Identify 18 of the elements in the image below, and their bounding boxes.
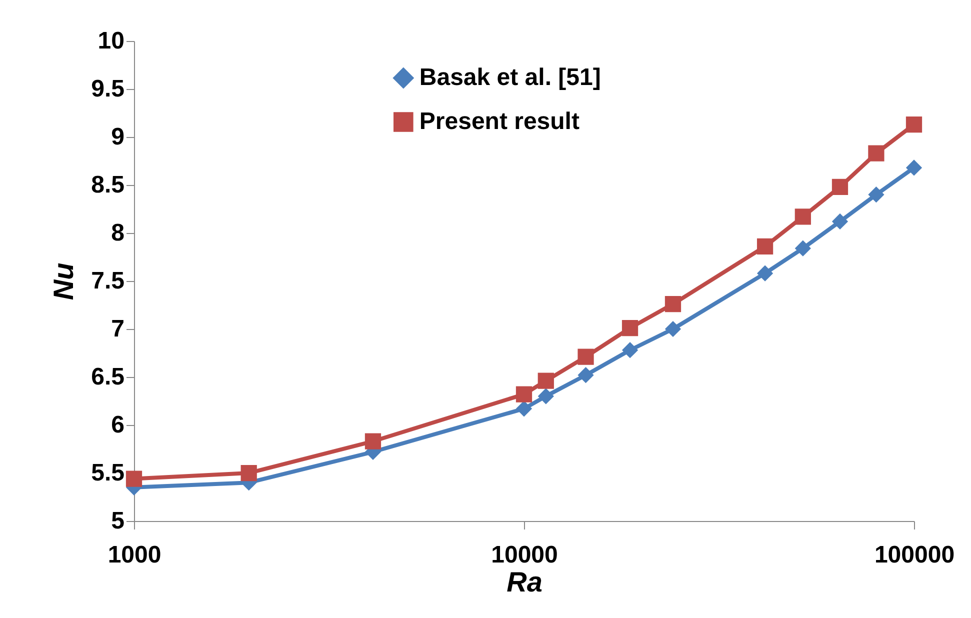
- y-tick-label: 9: [111, 124, 124, 150]
- x-tick-label: 100000: [874, 542, 955, 568]
- legend-label: Basak et al. [51]: [419, 64, 601, 91]
- y-tick-label: 7.5: [91, 268, 124, 294]
- x-tick-label: 10000: [491, 542, 558, 568]
- y-tick-label: 9.5: [91, 76, 124, 102]
- y-axis-title: Nu: [48, 262, 80, 300]
- y-tick-label: 7: [111, 316, 124, 342]
- x-axis-title: Ra: [506, 566, 542, 598]
- y-tick-label: 10: [98, 28, 124, 54]
- y-tick-label: 5: [111, 508, 124, 534]
- y-tick-label: 8: [111, 220, 124, 246]
- legend-label: Present result: [419, 108, 580, 135]
- y-tick-label: 6: [111, 412, 124, 438]
- y-tick-label: 6.5: [91, 364, 124, 390]
- x-tick-label: 1000: [108, 542, 162, 568]
- y-tick-label: 5.5: [91, 460, 124, 486]
- y-tick-label: 8.5: [91, 172, 124, 198]
